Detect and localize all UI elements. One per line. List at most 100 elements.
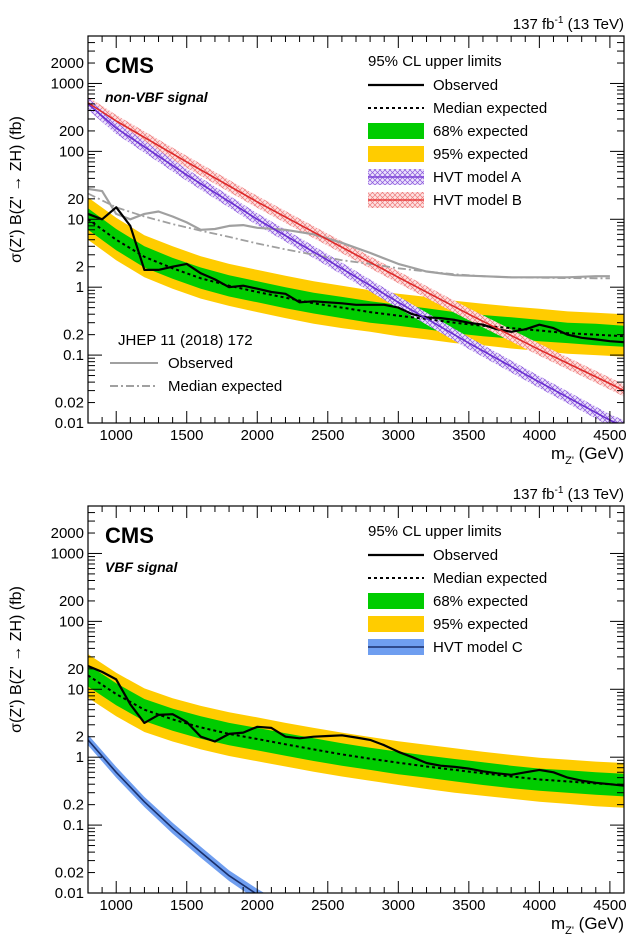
energy-label: (13 TeV) (563, 16, 624, 33)
y-tick-label: 2 (76, 729, 84, 746)
y-tick-label: 200 (59, 593, 84, 610)
x-tick-label: 2000 (241, 427, 274, 444)
y-tick-label: 0.2 (63, 797, 84, 814)
legend-label: Observed (433, 547, 498, 564)
legend-label: HVT model C (433, 639, 523, 656)
x-tick-label: 4000 (523, 427, 556, 444)
y-axis-label: σ(Z') B(Z' → ZH) (fb) (8, 116, 25, 263)
x-tick-label: 2500 (311, 427, 344, 444)
y-tick-label: 200 (59, 123, 84, 140)
band-68-expected (88, 208, 624, 347)
legend-label: Observed (433, 77, 498, 94)
x-tick-label: 2500 (311, 897, 344, 914)
luminosity-label: 137 fb-1 (13 TeV) (513, 485, 624, 503)
luminosity-label: 137 fb-1 (13 TeV) (513, 15, 624, 33)
x-tick-label: 3000 (382, 427, 415, 444)
legend-title: 95% CL upper limits (368, 53, 502, 70)
x-tick-label: 4500 (593, 897, 626, 914)
x-tick-label: 4500 (593, 427, 626, 444)
x-tick-label: 3000 (382, 897, 415, 914)
legend-label: 68% expected (433, 593, 528, 610)
energy-label: (13 TeV) (563, 486, 624, 503)
signal-label: VBF signal (105, 559, 178, 575)
secondary-legend-label: Observed (168, 355, 233, 372)
x-axis-symbol: m (551, 914, 565, 933)
prev-observed-line (88, 187, 610, 279)
observed-line (88, 206, 624, 344)
y-tick-label: 10 (67, 211, 84, 228)
y-tick-label: 10 (67, 681, 84, 698)
legend-label: Median expected (433, 570, 547, 587)
y-tick-label: 0.01 (55, 415, 84, 432)
legend-label: 95% expected (433, 146, 528, 163)
y-tick-label: 1 (76, 749, 84, 766)
prev-expected-line (88, 192, 610, 280)
y-axis-label: σ(Z') B(Z' → ZH) (fb) (8, 586, 25, 733)
hvt-model-b-band (88, 96, 624, 397)
lumi-unit-exponent: -1 (555, 485, 564, 496)
x-axis-subscript: Z' (565, 925, 574, 937)
y-tick-label: 2000 (51, 55, 84, 72)
x-tick-label: 3500 (452, 427, 485, 444)
legend: 95% CL upper limits Observed Median expect… (368, 523, 547, 656)
legend-swatch-band (368, 616, 424, 632)
legend-title: 95% CL upper limits (368, 523, 502, 540)
x-axis-label: mZ' (GeV) (551, 914, 624, 937)
median-expected-line (88, 674, 624, 786)
hvt-model-a-line (88, 103, 619, 423)
secondary-legend: JHEP 11 (2018) 172 Observed Median expecte… (110, 332, 282, 395)
y-tick-label: 1000 (51, 75, 84, 92)
y-tick-label: 100 (59, 613, 84, 630)
y-tick-label: 20 (67, 661, 84, 678)
legend: 95% CL upper limits Observed Median expect… (368, 53, 547, 209)
plot-area (88, 96, 624, 423)
lumi-unit-exponent: -1 (555, 15, 564, 26)
x-tick-label: 2000 (241, 897, 274, 914)
signal-label: non-VBF signal (105, 89, 209, 105)
legend-swatch-band (368, 123, 424, 139)
x-axis-symbol: m (551, 444, 565, 463)
x-axis-subscript: Z' (565, 455, 574, 467)
x-tick-label: 3500 (452, 897, 485, 914)
experiment-label: CMS (105, 523, 154, 548)
y-tick-label: 0.02 (55, 865, 84, 882)
band-68-expected (88, 664, 624, 797)
median-expected-line (88, 218, 624, 338)
lower-panel: 1000 1500 2000 2500 3000 3500 4000 4500 0.01 0.02… (8, 485, 627, 937)
y-tick-label: 1000 (51, 545, 84, 562)
y-tick-label: 20 (67, 191, 84, 208)
lumi-value: 137 fb (513, 16, 555, 33)
y-tick-label: 0.2 (63, 327, 84, 344)
legend-label: HVT model B (433, 192, 522, 209)
upper-panel: 1000 1500 2000 2500 3000 3500 4000 4500 0.01 0.02… (8, 15, 627, 467)
x-axis-unit: (GeV) (574, 444, 624, 463)
plot-area (88, 654, 624, 893)
y-tick-label: 0.1 (63, 347, 84, 364)
y-tick-label: 0.02 (55, 395, 84, 412)
secondary-legend-title: JHEP 11 (2018) 172 (118, 332, 253, 349)
x-tick-label: 4000 (523, 897, 556, 914)
y-tick-label: 1 (76, 279, 84, 296)
y-tick-label: 2000 (51, 525, 84, 542)
x-tick-label: 1000 (100, 897, 133, 914)
legend-label: Median expected (433, 100, 547, 117)
legend-label: 68% expected (433, 123, 528, 140)
y-tick-label: 0.1 (63, 817, 84, 834)
observed-line (88, 664, 624, 787)
legend-swatch-band (368, 593, 424, 609)
experiment-label: CMS (105, 53, 154, 78)
y-tick-label: 0.01 (55, 885, 84, 902)
lumi-value: 137 fb (513, 486, 555, 503)
x-axis-unit: (GeV) (574, 914, 624, 933)
y-tick-label: 2 (76, 259, 84, 276)
x-tick-label: 1500 (170, 427, 203, 444)
y-tick-label: 100 (59, 143, 84, 160)
legend-swatch-band (368, 146, 424, 162)
hvt-model-c-line (88, 739, 257, 893)
hvt-model-c-band (88, 734, 265, 893)
x-axis-label: mZ' (GeV) (551, 444, 624, 467)
x-tick-label: 1000 (100, 427, 133, 444)
legend-label: 95% expected (433, 616, 528, 633)
hvt-model-b-line (88, 102, 624, 392)
x-tick-label: 1500 (170, 897, 203, 914)
